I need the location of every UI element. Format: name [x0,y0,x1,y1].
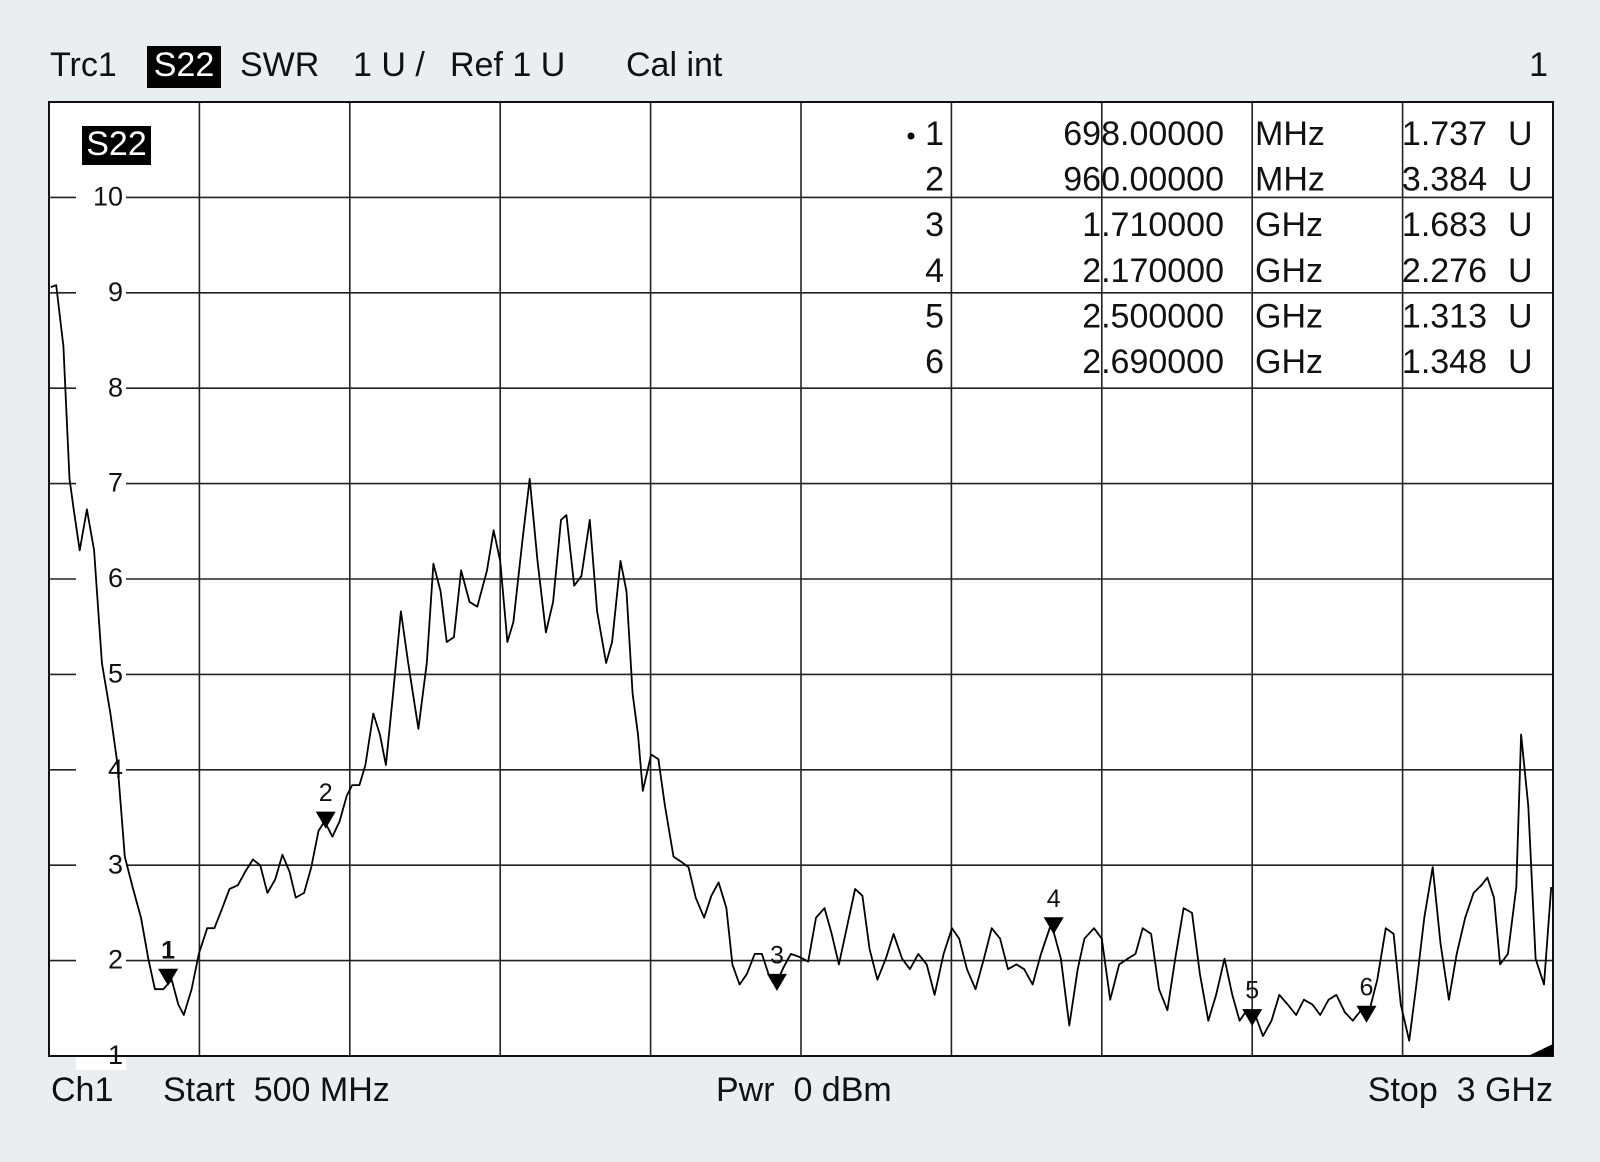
marker-triangle [1356,1005,1377,1023]
measurement: S22 [154,46,215,84]
marker-frequency-unit: GHz [1255,206,1323,244]
y-tick-label-bg [76,469,126,498]
marker-triangle [766,973,787,991]
marker-frequency: 2.500000 [1082,297,1224,335]
calibration: Cal int [626,46,723,84]
markers: 1 2 3 4 5 6 [158,779,1377,1027]
marker-table: 1 698.00000 MHz 1.737 U 2 960.00000 MHz 3.384 U 3 1… [907,115,1533,381]
y-tick-label-bg [76,278,126,307]
window-number: 1 [1529,46,1548,84]
measurement-box [147,46,221,88]
active-marker-dot [907,132,915,140]
marker-frequency: 1.710000 [1082,206,1224,244]
marker-value-unit: U [1508,252,1533,290]
plot-label: S22 [86,125,147,163]
marker-value: 3.384 [1402,161,1487,199]
marker-frequency-unit: GHz [1255,297,1323,335]
marker-number: 3 [925,206,944,244]
marker-label: 5 [1245,977,1259,1005]
marker-frequency-unit: MHz [1255,161,1325,199]
trace-line [50,284,1553,1042]
corner-indicator [1528,1044,1553,1056]
marker-value-unit: U [1508,343,1533,381]
marker-value-unit: U [1508,161,1533,199]
y-tick-label-bg [76,565,126,593]
marker-frequency: 2.690000 [1082,343,1224,381]
marker-label: 4 [1047,885,1061,913]
marker-value-unit: U [1508,206,1533,244]
marker-label: 1 [161,936,175,964]
channel: Ch1 [51,1071,113,1109]
y-tick-label: 6 [108,563,123,593]
y-tick-label-bg [76,660,126,689]
power: Pwr 0 dBm [716,1071,892,1109]
marker-number: 5 [925,297,944,335]
y-tick-label-bg [76,374,126,403]
y-tick-label: 3 [108,849,123,879]
y-tick-label: 7 [108,468,123,498]
marker-frequency-unit: GHz [1255,252,1323,290]
marker-value: 1.683 [1402,206,1487,244]
marker-value: 1.737 [1402,115,1487,153]
marker-frequency: 698.00000 [1063,115,1224,153]
plot-border [48,101,1554,1057]
marker-number: 6 [925,343,944,381]
marker-triangle [158,968,179,986]
marker-number: 2 [925,161,944,199]
scale: 1 U / [353,46,425,84]
y-tick-label: 8 [108,372,123,402]
reference: Ref 1 U [450,46,565,84]
marker-label: 3 [770,941,784,969]
format: SWR [240,46,319,84]
marker-value: 1.313 [1402,297,1487,335]
marker-frequency: 2.170000 [1082,252,1224,290]
marker-number: 4 [925,252,944,290]
marker-value: 2.276 [1402,252,1487,290]
marker-triangle [315,811,336,829]
trace-layer [50,284,1553,1042]
y-tick-label-bg [76,183,126,212]
marker-number: 1 [925,115,944,153]
marker-value-unit: U [1508,297,1533,335]
marker-frequency-unit: MHz [1255,115,1325,153]
y-tick-label-bg [76,946,126,975]
marker-frequency: 960.00000 [1063,161,1224,199]
trace-name: Trc1 [50,46,117,84]
y-tick-label: 2 [108,945,123,975]
marker-frequency-unit: GHz [1255,343,1323,381]
plot-label-box [82,126,151,165]
y-tick-label: 4 [108,754,123,784]
y-tick-label-bg [76,851,126,880]
marker-triangle [1242,1009,1263,1027]
marker-label: 6 [1360,973,1374,1001]
marker-label: 2 [319,779,333,807]
stop-frequency: Stop 3 GHz [1368,1071,1553,1109]
start-frequency: Start 500 MHz [163,1071,390,1109]
marker-value: 1.348 [1402,343,1487,381]
y-tick-label: 9 [108,277,123,307]
y-tick-label: 5 [108,659,123,689]
marker-value-unit: U [1508,115,1533,153]
marker-triangle [1043,917,1064,935]
y-tick-label: 10 [93,182,123,212]
